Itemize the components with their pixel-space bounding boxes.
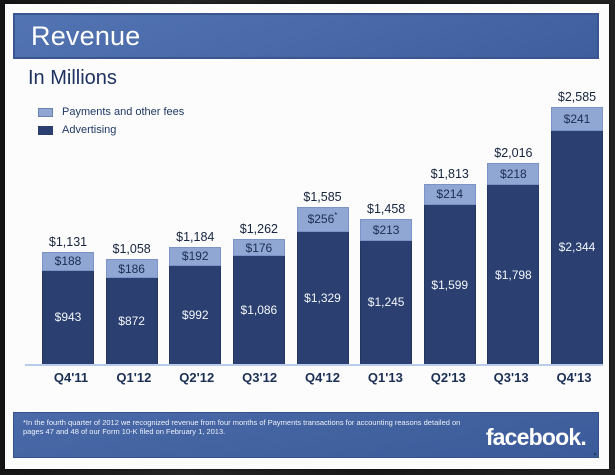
advertising-segment: $1,086 <box>232 256 285 365</box>
payments-value-label: $218 <box>500 167 527 182</box>
payments-segment: $218 <box>487 163 540 186</box>
bar-group: $1,813 $214 $1,599 <box>423 166 476 365</box>
bar-group: $1,058 $186 $872 <box>105 242 158 365</box>
chart-subtitle: In Millions <box>28 67 117 89</box>
payments-value-label: $241 <box>563 111 591 126</box>
advertising-value-label: $2,344 <box>558 240 596 255</box>
x-axis-tick-label: Q1'13 <box>367 370 403 385</box>
bar-total-label: $1,813 <box>430 166 469 181</box>
header-bar: Revenue <box>13 13 599 59</box>
bar-group: $1,458 $213 $1,245 <box>360 202 413 365</box>
x-axis-line <box>25 364 603 366</box>
x-axis-tick-label: Q2'12 <box>179 370 215 385</box>
bar-total-label: $2,585 <box>557 89 597 104</box>
payments-segment: $188 <box>42 251 94 271</box>
x-axis-tick-label: Q4'12 <box>305 370 340 385</box>
payments-value-label: $176 <box>245 240 273 255</box>
advertising-value-label: $1,599 <box>431 277 469 292</box>
legend-row-advertising: Advertising <box>38 121 184 139</box>
payments-value-label: $213 <box>372 222 400 237</box>
x-axis-tick-label: Q3'12 <box>242 370 278 385</box>
advertising-segment: $2,344 <box>551 130 603 365</box>
payments-value-label: $214 <box>436 187 464 202</box>
x-axis-tick-label: Q4'11 <box>53 370 89 385</box>
bar-group: $2,585 $241 $2,344 <box>551 90 603 365</box>
bar-group: $2,016 $218 $1,798 <box>487 146 540 365</box>
advertising-value-label: $1,086 <box>240 303 278 318</box>
payments-value-label: $192 <box>181 249 209 264</box>
advertising-value-label: $943 <box>54 310 82 325</box>
payments-segment: $213 <box>360 219 413 241</box>
x-axis-tick-label: Q3'13 <box>493 370 529 385</box>
legend: Payments and other fees Advertising <box>38 103 184 139</box>
bar-group: $1,262 $176 $1,086 <box>232 221 285 365</box>
footnote-text: *In the fourth quarter of 2012 we recogn… <box>23 418 461 436</box>
advertising-value-label: $1,329 <box>304 291 341 306</box>
advertising-value-label: $992 <box>181 307 209 322</box>
payments-segment: $192 <box>169 246 222 266</box>
bar-total-label: $1,058 <box>112 242 151 257</box>
legend-swatch-payments-icon <box>38 107 53 117</box>
advertising-segment: $872 <box>105 277 158 365</box>
corner-dot <box>594 453 596 455</box>
bar-total-label: $1,458 <box>367 202 406 217</box>
bar-total-label: $1,262 <box>239 221 278 236</box>
advertising-segment: $1,245 <box>360 240 413 365</box>
slide-page: Revenue In Millions Payments and other f… <box>5 4 609 469</box>
x-axis-tick-label: Q4'13 <box>556 370 592 385</box>
payments-segment: $176 <box>232 238 285 257</box>
payments-segment: $241 <box>551 106 603 131</box>
bar-group: $1,184 $192 $992 <box>169 229 222 365</box>
payments-segment: $186 <box>105 259 158 278</box>
advertising-segment: $1,599 <box>423 205 476 365</box>
bar-total-label: $1,585 <box>303 189 342 204</box>
legend-row-payments: Payments and other fees <box>38 103 184 121</box>
x-axis-tick-label: Q2'13 <box>430 370 466 385</box>
x-axis-labels: Q4'11 Q1'12 Q2'12 Q3'12 Q4'12 Q1'13 Q2'13 Q3'13… <box>42 370 603 385</box>
facebook-logo: facebook. <box>485 424 587 450</box>
bar-total-label: $2,016 <box>494 146 533 161</box>
stacked-bar-chart: $1,131 $188 $943 $1,058 $186 $872 $1,184 $192 $9… <box>42 86 603 365</box>
advertising-value-label: $1,798 <box>495 267 532 282</box>
footnote-asterisk: * <box>334 211 338 221</box>
payments-value-label: $188 <box>54 254 82 269</box>
legend-label-payments: Payments and other fees <box>62 106 185 118</box>
advertising-value-label: $872 <box>118 313 145 328</box>
advertising-segment: $1,798 <box>487 185 540 365</box>
payments-value-label: $186 <box>118 261 145 276</box>
advertising-segment: $992 <box>169 265 222 365</box>
bar-group: $1,585 $256* $1,329 <box>296 189 349 365</box>
bar-group: $1,131 $188 $943 <box>42 235 94 365</box>
x-axis-tick-label: Q1'12 <box>116 370 152 385</box>
payments-segment: $256* <box>296 206 349 233</box>
legend-swatch-advertising-icon <box>38 125 53 135</box>
advertising-segment: $1,329 <box>296 232 349 365</box>
bar-total-label: $1,131 <box>48 234 88 249</box>
page-title: Revenue <box>31 20 141 51</box>
payments-value-label: $256* <box>307 211 338 227</box>
bar-total-label: $1,184 <box>176 229 215 244</box>
advertising-value-label: $1,245 <box>367 295 405 310</box>
footer-bar: *In the fourth quarter of 2012 we recogn… <box>13 412 599 458</box>
payments-segment: $214 <box>423 183 476 206</box>
legend-label-advertising: Advertising <box>62 124 117 136</box>
advertising-segment: $943 <box>42 270 94 365</box>
